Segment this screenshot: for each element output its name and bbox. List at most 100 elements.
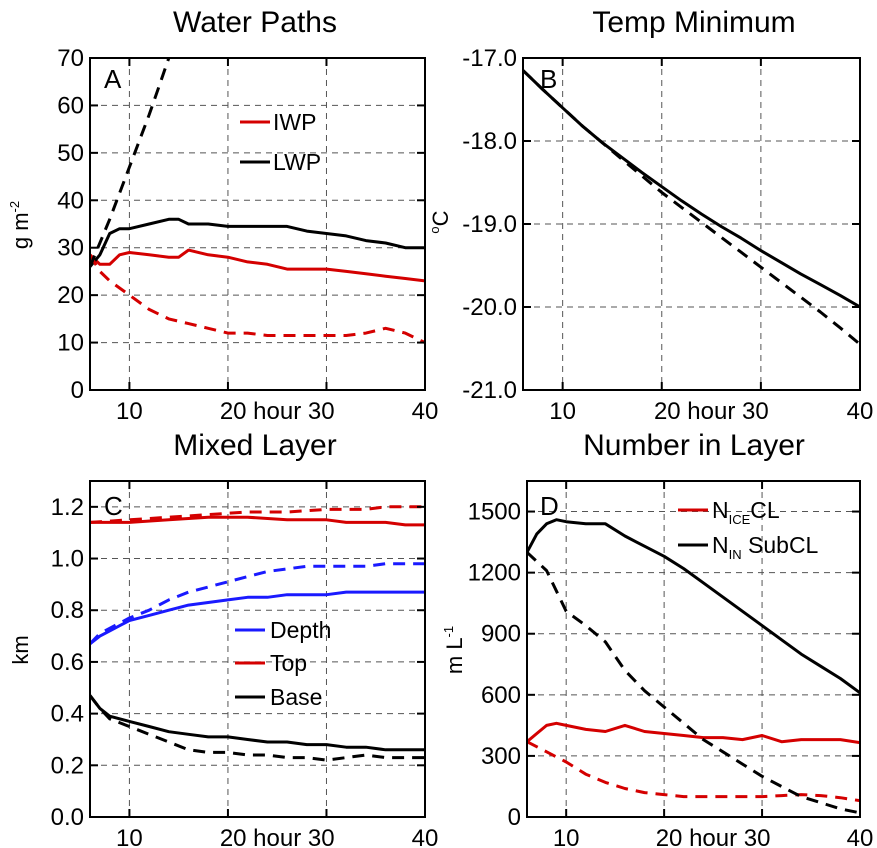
legend-nin-rest: SubCL bbox=[742, 532, 819, 558]
panel-a-series-dashed-2 bbox=[90, 254, 425, 344]
panel-d-ytick-label-5: 1500 bbox=[468, 499, 521, 526]
legend-label-nice: NICECL bbox=[712, 497, 780, 527]
panel-a-ylabel-sup: -2 bbox=[7, 201, 22, 213]
panel-d-ylabel-main: m L bbox=[442, 637, 467, 674]
panel-b-ylabel: oC bbox=[427, 210, 453, 233]
panel-a-frame bbox=[89, 57, 426, 391]
panel-a-ylabel-main: g m bbox=[8, 212, 33, 249]
panel-b-ytick-label-3: -18.0 bbox=[462, 128, 517, 155]
panel-a-ytick-label-2: 20 bbox=[57, 282, 84, 309]
panel-d-series-dashed-3 bbox=[527, 551, 860, 815]
panel-b-letter: B bbox=[540, 64, 557, 94]
panel-b: Temp Minimum oC B bbox=[427, 6, 796, 234]
panel-d-ytick-label-3: 900 bbox=[481, 621, 521, 648]
panel-a-ytick-label-4: 40 bbox=[57, 187, 84, 214]
legend-nice-main: N bbox=[712, 497, 729, 523]
panel-c-plot: 0.0 0.2 0.4 0.6 0.8 1.0 1.2 10 20 hour 30 40 bbox=[51, 480, 439, 848]
panel-c-xtick-label-2: 40 bbox=[412, 825, 439, 848]
panel-c-ytick-label-5: 1.0 bbox=[51, 546, 84, 573]
panel-d-xtick-label-0: 10 bbox=[553, 825, 580, 848]
panel-b-ytick-label-1: -20.0 bbox=[462, 294, 517, 321]
legend-nice-rest: CL bbox=[750, 497, 780, 523]
panel-c-xtick-label-0: 10 bbox=[116, 825, 143, 848]
panel-c-frame bbox=[89, 480, 426, 818]
panel-a-ytick-label-7: 70 bbox=[57, 45, 84, 72]
panel-c-ytick-label-6: 1.2 bbox=[51, 494, 84, 521]
legend-label-top: Top bbox=[270, 650, 307, 676]
legend-label-base: Base bbox=[270, 684, 322, 710]
panel-c-xtick-label-1: 20 hour 30 bbox=[220, 825, 335, 848]
panel-d: Number in Layer m L-1 D NICECL NIN SubCL bbox=[441, 429, 819, 674]
panel-a-xtick-label-0: 10 bbox=[116, 398, 143, 425]
panel-b-ylabel-pre: o bbox=[427, 226, 442, 233]
panel-c-title: Mixed Layer bbox=[173, 429, 336, 462]
panel-d-xtick-label-1: 20 hour 30 bbox=[656, 825, 771, 848]
legend-nice-sub: ICE bbox=[729, 512, 751, 527]
panel-d-ylabel: m L-1 bbox=[441, 626, 467, 674]
panel-a-ytick-label-1: 10 bbox=[57, 330, 84, 357]
legend-label-depth: Depth bbox=[270, 617, 331, 643]
panel-c-series-dashed-3 bbox=[90, 562, 425, 645]
panel-d-series-nicecl bbox=[527, 721, 860, 745]
panel-d-letter: D bbox=[540, 491, 559, 521]
panel-c-ytick-label-2: 0.4 bbox=[51, 701, 84, 728]
panel-c-series-dashed-4 bbox=[90, 505, 425, 524]
panel-b-plot: -21.0 -20.0 -19.0 -18.0 -17.0 10 20 hour 30 40 bbox=[462, 45, 873, 425]
panel-b-ytick-label-2: -19.0 bbox=[462, 211, 517, 238]
panel-b-ytick-label-4: -17.0 bbox=[462, 45, 517, 72]
panel-c-ytick-label-4: 0.8 bbox=[51, 597, 84, 624]
panel-a-series-dashed-3 bbox=[90, 58, 171, 268]
panel-c-series-dashed-5 bbox=[90, 694, 425, 762]
panel-c: Mixed Layer km C Depth Top Base bbox=[8, 429, 337, 710]
panel-a-title: Water Paths bbox=[173, 6, 337, 39]
panel-d-series-dashed-2 bbox=[527, 740, 860, 803]
panel-d-title: Number in Layer bbox=[583, 429, 805, 462]
panel-c-series-base bbox=[90, 694, 425, 752]
panel-a-legend: IWP LWP bbox=[240, 109, 321, 175]
panel-d-ytick-label-4: 1200 bbox=[468, 560, 521, 587]
panel-a-ytick-label-6: 60 bbox=[57, 92, 84, 119]
panel-c-ytick-label-1: 0.2 bbox=[51, 752, 84, 779]
panel-b-xtick-label-0: 10 bbox=[549, 398, 576, 425]
panel-c-legend: Depth Top Base bbox=[235, 617, 331, 710]
panel-a-letter: A bbox=[104, 64, 122, 94]
panel-d-ylabel-sup: -1 bbox=[441, 626, 456, 638]
panel-d-frame bbox=[526, 480, 861, 818]
legend-label-nin: NIN SubCL bbox=[712, 532, 819, 562]
panel-d-series-nin-subcl bbox=[527, 518, 860, 695]
panel-a-ytick-label-0: 0 bbox=[71, 377, 84, 404]
panel-d-xtick-label-2: 40 bbox=[847, 825, 874, 848]
panel-a-ytick-label-3: 30 bbox=[57, 235, 84, 262]
panel-a-ytick-label-5: 50 bbox=[57, 140, 84, 167]
panel-d-ytick-label-0: 0 bbox=[508, 804, 521, 831]
legend-label-lwp: LWP bbox=[273, 149, 321, 175]
panel-a-series-iwp bbox=[90, 248, 425, 283]
panel-d-ytick-label-2: 600 bbox=[481, 682, 521, 709]
panel-a-plot: 0 10 20 30 40 50 60 70 10 20 hour 30 40 bbox=[57, 45, 438, 425]
panel-a-series-lwp bbox=[90, 217, 425, 268]
legend-nin-main: N bbox=[712, 532, 729, 558]
panel-c-ytick-label-3: 0.6 bbox=[51, 649, 84, 676]
panel-d-ytick-label-1: 300 bbox=[481, 743, 521, 770]
panel-c-ytick-label-0: 0.0 bbox=[51, 804, 84, 831]
panel-a-xtick-label-2: 40 bbox=[412, 398, 439, 425]
panel-c-series-top bbox=[90, 515, 425, 527]
legend-nin-sub: IN bbox=[729, 547, 742, 562]
panel-d-plot: 0 300 600 900 1200 1500 10 20 hour 30 40 bbox=[468, 480, 874, 848]
panel-b-series-solid-0 bbox=[523, 69, 860, 309]
panel-a-ylabel: g m-2 bbox=[7, 201, 33, 249]
panel-b-ytick-label-0: -21.0 bbox=[462, 377, 517, 404]
panel-c-letter: C bbox=[104, 491, 123, 521]
legend-label-iwp: IWP bbox=[273, 109, 316, 135]
panel-b-ylabel-main: C bbox=[428, 210, 453, 226]
panel-b-xtick-label-2: 40 bbox=[847, 398, 874, 425]
panel-b-xtick-label-1: 20 hour 30 bbox=[654, 398, 769, 425]
panel-b-series-dashed-1 bbox=[523, 69, 860, 346]
panel-c-series-depth bbox=[90, 590, 425, 645]
panel-a-xtick-label-1: 20 hour 30 bbox=[220, 398, 335, 425]
panel-c-ylabel: km bbox=[8, 635, 33, 664]
panel-b-title: Temp Minimum bbox=[592, 6, 795, 39]
panel-d-legend: NICECL NIN SubCL bbox=[678, 497, 819, 562]
panel-a: Water Paths g m-2 A IWP LWP bbox=[7, 6, 337, 249]
